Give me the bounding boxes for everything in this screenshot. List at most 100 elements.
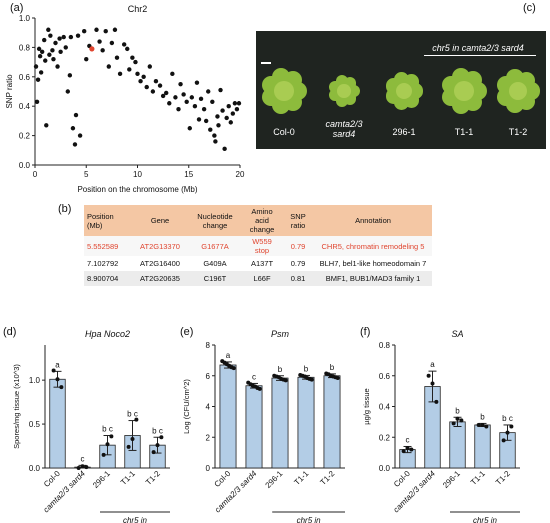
snp-point: [58, 49, 63, 55]
significance-letter: b c: [102, 424, 113, 433]
snp-point: [112, 27, 118, 32]
snp-point: [114, 55, 120, 60]
replicate-point: [401, 449, 406, 454]
snp-table: Position (Mb) Gene Nucleotide change Ami…: [84, 205, 432, 286]
snp-point: [53, 40, 58, 46]
snp-point: [61, 34, 66, 40]
table-cell: G409A: [188, 256, 242, 271]
bar: [219, 364, 237, 469]
snp-point: [141, 74, 146, 80]
snp-point: [82, 29, 87, 34]
table-row: 5.552589 AT2G13370 G1677A W559 stop 0.79…: [84, 236, 432, 256]
snp-point: [226, 104, 231, 109]
col-amino-acid: Amino acid change: [242, 205, 282, 236]
snp-point: [103, 29, 108, 34]
y-tick-label: 0.2: [379, 433, 391, 442]
col-position: Position (Mb): [84, 205, 132, 236]
y-tick-label: 0: [206, 464, 211, 473]
significance-letter: b: [330, 363, 335, 372]
snp-point: [178, 81, 183, 87]
panel-label-b: (b): [58, 203, 72, 215]
replicate-point: [505, 430, 510, 435]
table-cell: 7.102792: [84, 256, 132, 271]
snp-point: [42, 37, 47, 43]
snp-point: [50, 48, 55, 53]
snp-point: [63, 45, 68, 50]
y-tick-label: 1.0: [29, 376, 41, 385]
significance-letter: a: [226, 351, 231, 360]
panel-label-f: (f): [360, 326, 371, 338]
snp-point: [224, 115, 229, 121]
significance-letter: a: [430, 360, 435, 369]
replicate-point: [126, 444, 131, 449]
snp-point: [44, 123, 49, 128]
y-tick-label: 4: [206, 403, 211, 412]
replicate-point: [283, 378, 288, 383]
replicate-point: [51, 368, 56, 373]
photo-genotype-label: Col-0: [273, 127, 295, 137]
replicate-point: [309, 377, 314, 382]
rosette-center: [508, 81, 528, 101]
snp-point: [55, 64, 60, 69]
table-header-row: Position (Mb) Gene Nucleotide change Ami…: [84, 205, 432, 236]
snp-point: [173, 95, 178, 100]
x-tick-label: 20: [236, 170, 245, 179]
x-tick-label: 0: [33, 170, 38, 179]
replicate-point: [451, 421, 456, 426]
y-tick-label: 0.4: [19, 102, 31, 111]
chart-title: SA: [451, 329, 463, 339]
table-cell: 0.81: [282, 271, 314, 286]
snp-point: [84, 56, 89, 62]
replicate-point: [434, 399, 439, 404]
replicate-point: [335, 376, 340, 381]
significance-letter: b c: [502, 414, 513, 423]
group-label-line1: chr5 in: [123, 516, 148, 523]
photo-header-line: [424, 55, 536, 56]
category-label: 296-1: [91, 469, 112, 490]
snp-point: [170, 71, 175, 77]
plant-photo: chr5 in camta2/3 sard4 Col-0 camta2/3 sar…: [256, 31, 546, 149]
x-tick-label: 10: [133, 170, 142, 179]
snp-point: [109, 40, 115, 46]
snp-point: [164, 90, 169, 96]
snp-point: [65, 89, 71, 94]
snp-point: [35, 77, 41, 82]
snp-point: [73, 112, 79, 118]
group-label-line1: chr5 in: [473, 516, 498, 523]
replicate-point: [409, 447, 414, 452]
y-axis-label: µg/g tissue: [362, 388, 371, 424]
table-cell: C196T: [188, 271, 242, 286]
significance-letter: c: [252, 372, 256, 381]
snp-point: [94, 27, 99, 32]
bar: [245, 385, 263, 469]
bar: [323, 375, 341, 469]
replicate-point: [405, 446, 410, 451]
snp-point: [184, 99, 189, 104]
table-cell: AT2G16400: [132, 256, 188, 271]
bar: [474, 424, 491, 469]
y-axis-label: Spores/mg tissue (x10^3): [12, 364, 21, 449]
snp-point: [48, 33, 53, 38]
table-row: 8.900704 AT2G20635 C196T L66F 0.81 BMF1,…: [84, 271, 432, 286]
snp-point: [46, 27, 51, 32]
replicate-point: [134, 417, 139, 422]
y-tick-label: 0.8: [19, 43, 31, 52]
bar: [449, 421, 466, 469]
rosette-center: [337, 84, 351, 98]
snp-point: [228, 120, 233, 125]
col-gene: Gene: [132, 205, 188, 236]
category-label: Col-0: [213, 469, 233, 489]
category-label: 296-1: [264, 469, 285, 490]
snp-point: [215, 114, 220, 119]
bar: [49, 378, 66, 469]
snp-point: [192, 104, 198, 109]
y-tick-label: 0.0: [379, 464, 391, 473]
snp-point: [68, 34, 74, 40]
snp-point: [218, 87, 223, 93]
chart-title: Psm: [271, 329, 290, 339]
y-tick-label: 0.8: [379, 341, 391, 350]
replicate-point: [480, 422, 485, 427]
bar: [297, 376, 315, 469]
replicate-point: [84, 465, 89, 470]
